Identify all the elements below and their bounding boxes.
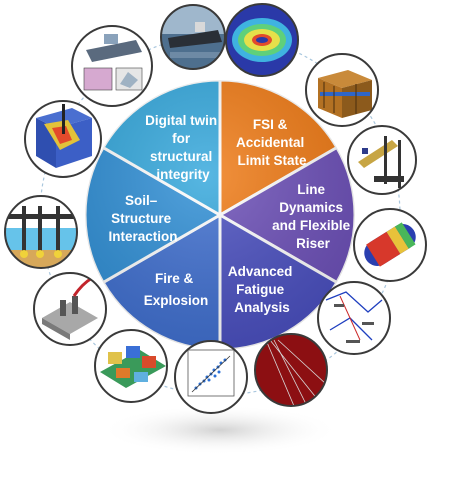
segment-label-line: Accidental (236, 135, 304, 150)
segment-label-line: Riser (296, 236, 331, 251)
segment-label-line: Fatigue (236, 282, 284, 297)
platform-fire-icon (94, 329, 168, 403)
segment-label-line: Soil– (125, 193, 158, 208)
tower-model-icon (347, 125, 417, 195)
svg-text:Fire & Explosion: Fire & Explosion (144, 271, 209, 308)
segment-label-line: Digital twin (145, 113, 217, 128)
svg-text:Advanced Fatigue: Advanced Fatigue Analysis (228, 264, 296, 315)
mooring-lines-icon (254, 333, 328, 407)
segment-label-line: Dynamics (279, 200, 343, 215)
segment-label-line: Structure (111, 211, 172, 226)
ship-photo-icon (160, 4, 226, 70)
ship-model-icon (71, 25, 153, 107)
segment-label-line: Analysis (234, 300, 290, 315)
fatigue-diagram-icon (317, 281, 391, 355)
riser-pipe-icon (353, 208, 427, 282)
segment-label-fsi: FSI & Accidental Limit State (236, 117, 308, 168)
segment-label-line: Explosion (144, 293, 209, 308)
segment-label-line: Interaction (108, 229, 177, 244)
wheel-gloss (85, 80, 355, 350)
segment-label-line: FSI & (253, 117, 288, 132)
pile-soil-icon (4, 195, 78, 269)
segment-label-line: Limit State (237, 153, 307, 168)
segment-label-line: structural (150, 149, 212, 164)
fsi-contour-icon (225, 3, 299, 77)
segment-label-line: Fire & (155, 271, 194, 286)
svg-text:FSI & Accidental: FSI & Accidental Limit State (236, 117, 308, 168)
segment-label-digital-twin: Digital twin for structural integrity (145, 113, 221, 182)
segment-label-line: Advanced (228, 264, 293, 279)
segment-label-line: Line (297, 182, 325, 197)
svg-text:Digital twin for: Digital twin for structural integrity (145, 113, 221, 182)
segment-label-line: integrity (156, 167, 210, 182)
segment-label-line-dynamics: Line Dynamics and Flexible Riser (272, 182, 354, 251)
scatter-plot-icon (174, 340, 248, 414)
svg-text:Soil– Structure: Soil– Structure Interaction (108, 193, 177, 244)
explosion-model-icon (33, 272, 107, 346)
structure-block-icon (305, 53, 379, 127)
segment-label-soil: Soil– Structure Interaction (108, 193, 177, 244)
wheel-shadow (100, 405, 340, 455)
soil-penetration-icon (24, 100, 102, 178)
segment-label-line: for (172, 131, 191, 146)
segment-label-fire: Fire & Explosion (144, 271, 209, 308)
segment-label-fatigue: Advanced Fatigue Analysis (228, 264, 296, 315)
svg-text:Line Dynamics: Line Dynamics and Flexible Riser (272, 182, 354, 251)
segment-label-line: and Flexible (272, 218, 351, 233)
